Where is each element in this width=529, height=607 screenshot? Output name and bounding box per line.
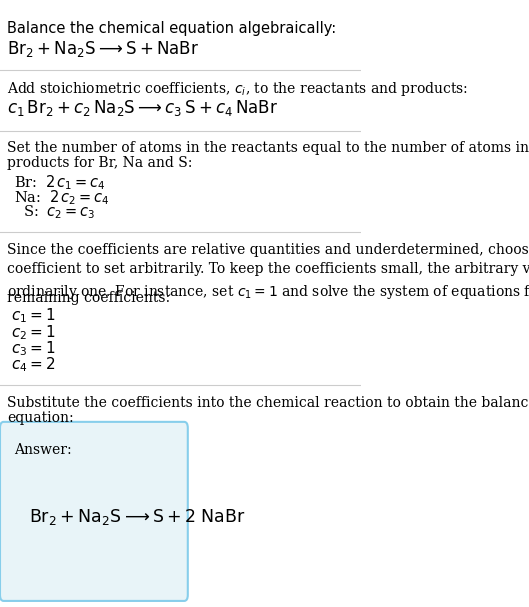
- Text: Na: $\;2\,c_2 = c_4$: Na: $\;2\,c_2 = c_4$: [14, 188, 110, 207]
- Text: $c_1 = 1$: $c_1 = 1$: [11, 307, 56, 325]
- Text: Set the number of atoms in the reactants equal to the number of atoms in the: Set the number of atoms in the reactants…: [7, 141, 529, 155]
- Text: remaining coefficients:: remaining coefficients:: [7, 291, 170, 305]
- Text: S: $\;c_2 = c_3$: S: $\;c_2 = c_3$: [23, 203, 96, 221]
- Text: Balance the chemical equation algebraically:: Balance the chemical equation algebraica…: [7, 21, 336, 36]
- Text: $\mathrm{Br_2 + Na_2S \longrightarrow S + NaBr}$: $\mathrm{Br_2 + Na_2S \longrightarrow S …: [7, 39, 199, 59]
- Text: $c_1\,\mathrm{Br_2} + c_2\,\mathrm{Na_2S} \longrightarrow c_3\,\mathrm{S} + c_4\: $c_1\,\mathrm{Br_2} + c_2\,\mathrm{Na_2S…: [7, 98, 278, 118]
- Text: $c_3 = 1$: $c_3 = 1$: [11, 339, 56, 358]
- FancyBboxPatch shape: [0, 422, 188, 601]
- Text: Substitute the coefficients into the chemical reaction to obtain the balanced: Substitute the coefficients into the che…: [7, 396, 529, 410]
- Text: $c_2 = 1$: $c_2 = 1$: [11, 323, 56, 342]
- Text: Br: $\;2\,c_1 = c_4$: Br: $\;2\,c_1 = c_4$: [14, 173, 106, 192]
- Text: $\mathrm{Br_2 + Na_2S \longrightarrow S + 2\;NaBr}$: $\mathrm{Br_2 + Na_2S \longrightarrow S …: [29, 507, 245, 527]
- Text: Answer:: Answer:: [14, 443, 72, 457]
- Text: Since the coefficients are relative quantities and underdetermined, choose a
coe: Since the coefficients are relative quan…: [7, 243, 529, 301]
- Text: Add stoichiometric coefficients, $c_i$, to the reactants and products:: Add stoichiometric coefficients, $c_i$, …: [7, 80, 468, 98]
- Text: products for Br, Na and S:: products for Br, Na and S:: [7, 156, 193, 170]
- Text: $c_4 = 2$: $c_4 = 2$: [11, 356, 56, 375]
- Text: equation:: equation:: [7, 411, 74, 425]
